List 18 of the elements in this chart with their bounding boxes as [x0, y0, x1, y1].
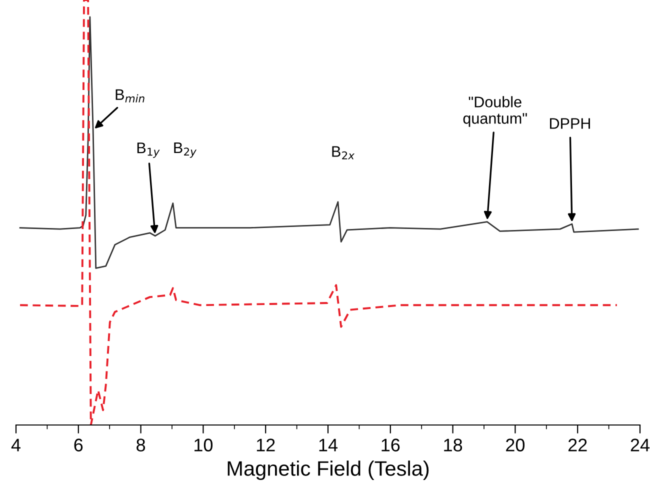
x-axis-title: Magnetic Field (Tesla) [228, 460, 429, 480]
annotation: B$_{1y}$ [137, 142, 160, 158]
x-tick-label: 18 [444, 438, 462, 452]
x-tick-label: 20 [506, 438, 525, 452]
x-tick-label: 12 [256, 438, 275, 452]
x-tick-label: 10 [194, 438, 213, 452]
annotation: "Double quantum" [463, 96, 527, 127]
x-tick-label: 14 [319, 438, 338, 452]
annotation: B$_{min}$ [116, 89, 144, 102]
annotation: B$_{2x}$ [332, 146, 355, 160]
x-tick-label: 16 [382, 438, 400, 452]
x-tick-label: 24 [630, 438, 650, 452]
x-tick-label: 4 [11, 438, 20, 452]
x-tick-label: 6 [74, 438, 83, 452]
x-tick-label: 22 [568, 438, 587, 452]
annotation: B$_{2y}$ [174, 142, 197, 158]
annotation: DPPH [550, 118, 590, 129]
x-tick-label: 8 [136, 438, 146, 452]
